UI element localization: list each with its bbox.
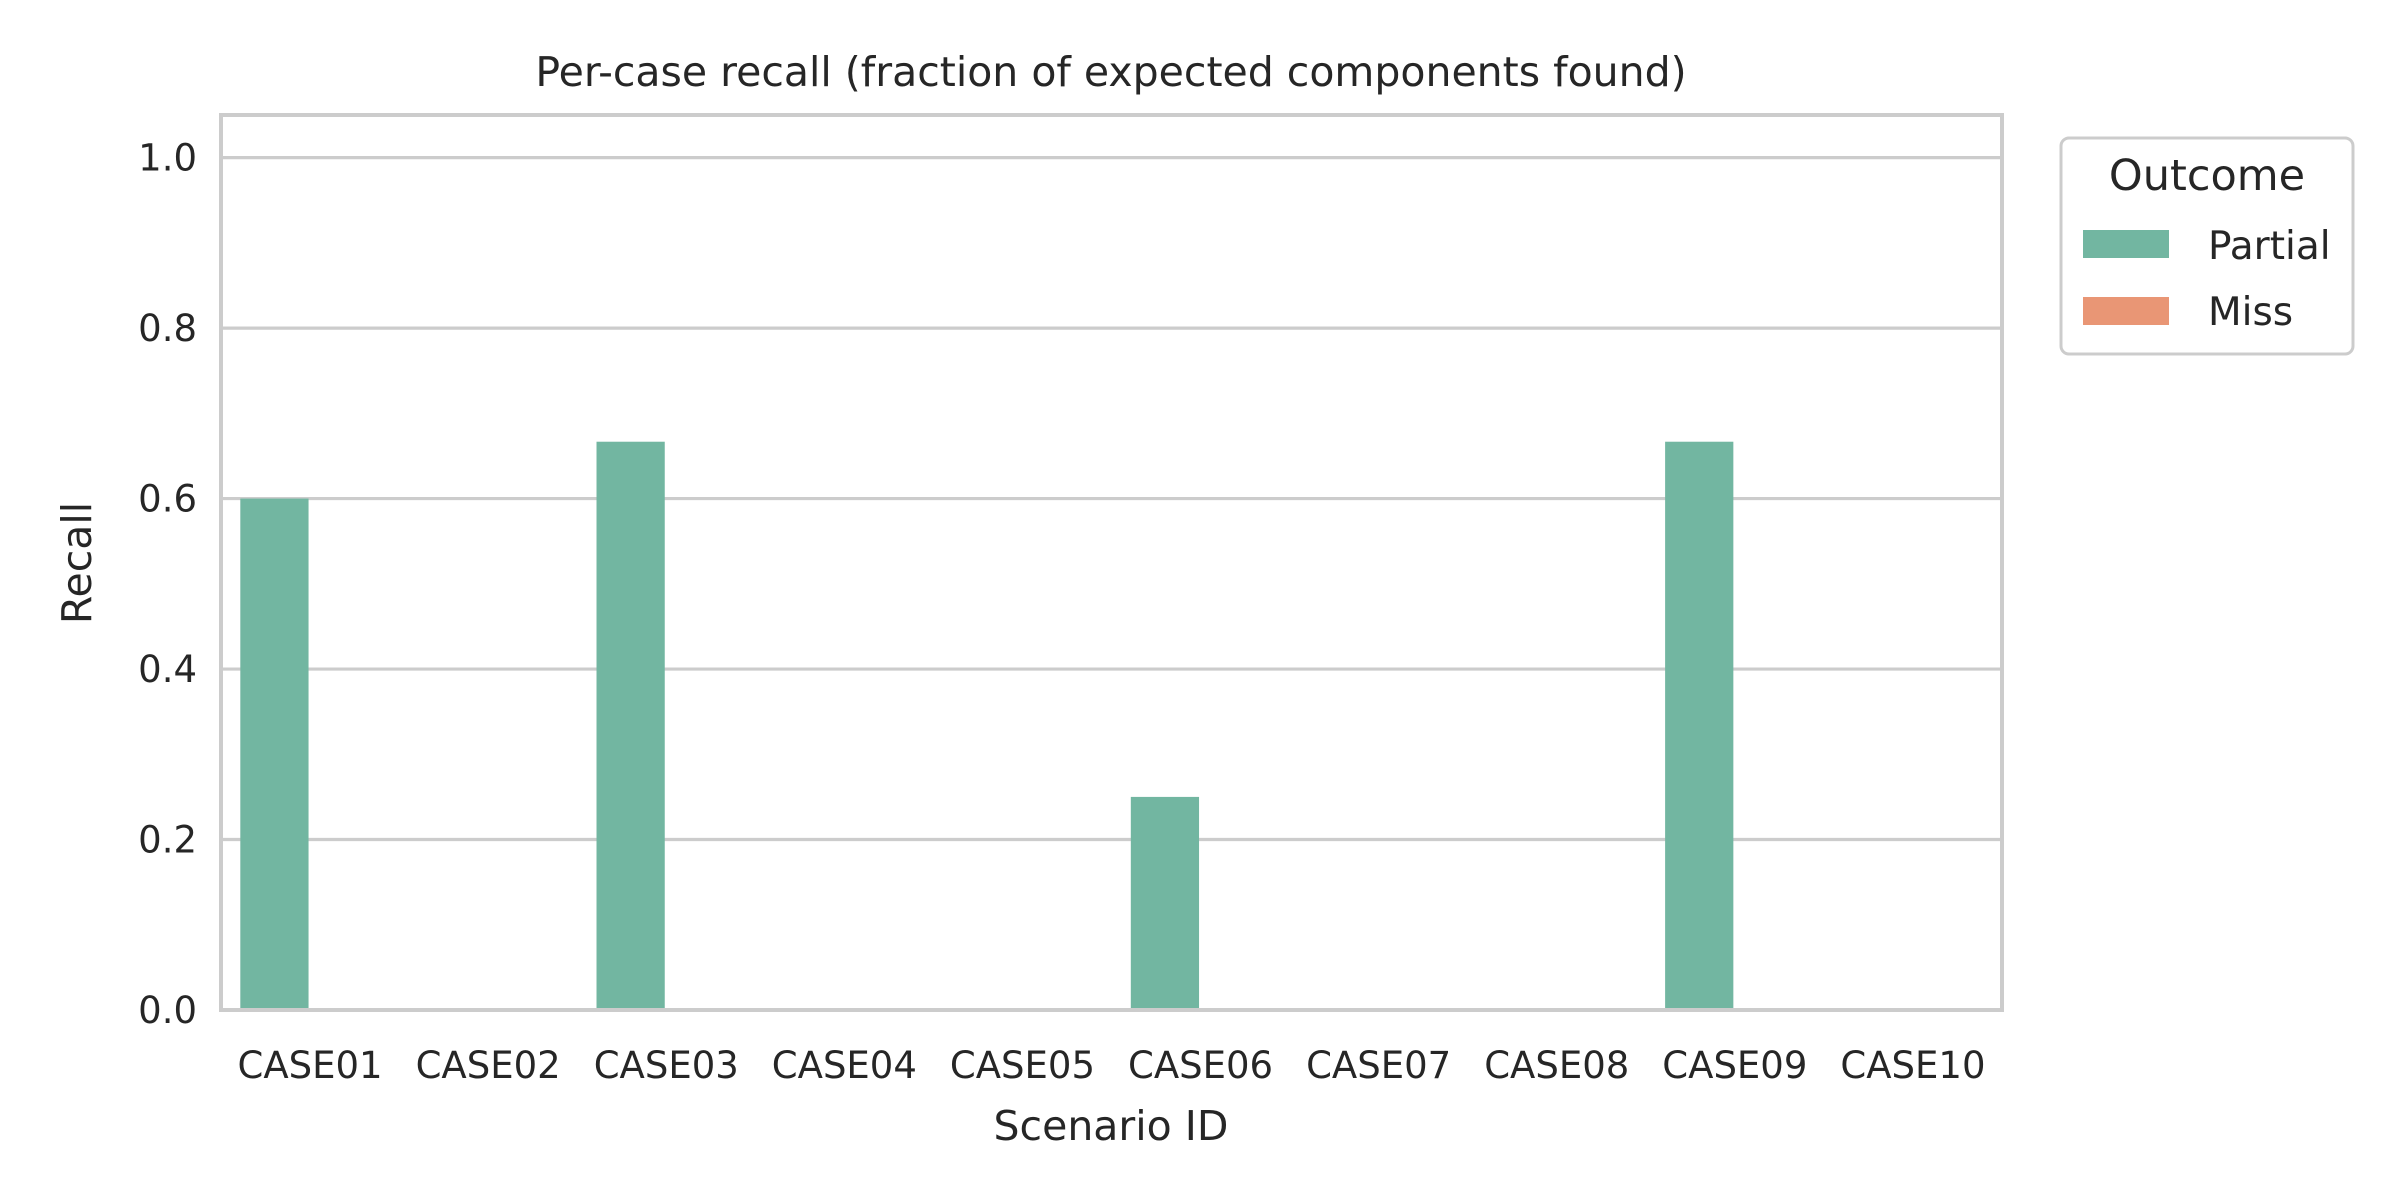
x-tick-label: CASE06 bbox=[1128, 1044, 1273, 1087]
bars bbox=[240, 441, 1734, 1010]
chart-title: Per-case recall (fraction of expected co… bbox=[535, 48, 1686, 96]
plot-frame bbox=[219, 113, 2004, 1012]
x-tick-label: CASE04 bbox=[772, 1044, 917, 1087]
grid-lines bbox=[221, 156, 2002, 1012]
x-tick-label: CASE03 bbox=[594, 1044, 739, 1087]
bar-partial-case09 bbox=[1665, 441, 1734, 1010]
x-axis-label: Scenario ID bbox=[994, 1102, 1229, 1150]
legend-swatch-miss bbox=[2083, 297, 2169, 325]
legend-label-miss: Miss bbox=[2208, 290, 2293, 335]
x-tick-label: CASE01 bbox=[238, 1044, 383, 1087]
legend: Outcome Partial Miss bbox=[2059, 136, 2355, 356]
x-tick-label: CASE08 bbox=[1484, 1044, 1629, 1087]
x-tick-labels: CASE01 CASE02 CASE03 CASE04 CASE05 CASE06 CASE… bbox=[238, 1044, 1986, 1087]
y-tick-label: 0.2 bbox=[138, 819, 197, 862]
bar-partial-case03 bbox=[596, 441, 665, 1010]
legend-title: Outcome bbox=[2109, 151, 2305, 201]
x-tick-label: CASE05 bbox=[950, 1044, 1095, 1087]
y-tick-label: 0.6 bbox=[138, 478, 197, 521]
y-axis-label: Recall bbox=[53, 502, 101, 624]
y-tick-label: 0.0 bbox=[138, 989, 197, 1032]
x-tick-label: CASE07 bbox=[1306, 1044, 1451, 1087]
legend-label-partial: Partial bbox=[2208, 224, 2331, 269]
y-tick-labels: 0.0 0.2 0.4 0.6 0.8 1.0 bbox=[138, 137, 197, 1032]
x-tick-label: CASE09 bbox=[1662, 1044, 1807, 1087]
bar-partial-case01 bbox=[240, 498, 309, 1010]
x-tick-label: CASE02 bbox=[416, 1044, 561, 1087]
x-tick-label: CASE10 bbox=[1840, 1044, 1985, 1087]
y-tick-label: 0.4 bbox=[138, 648, 197, 691]
bar-partial-case06 bbox=[1130, 796, 1200, 1010]
y-tick-label: 0.8 bbox=[138, 307, 197, 350]
y-tick-label: 1.0 bbox=[138, 137, 197, 180]
legend-swatch-partial bbox=[2083, 230, 2169, 258]
